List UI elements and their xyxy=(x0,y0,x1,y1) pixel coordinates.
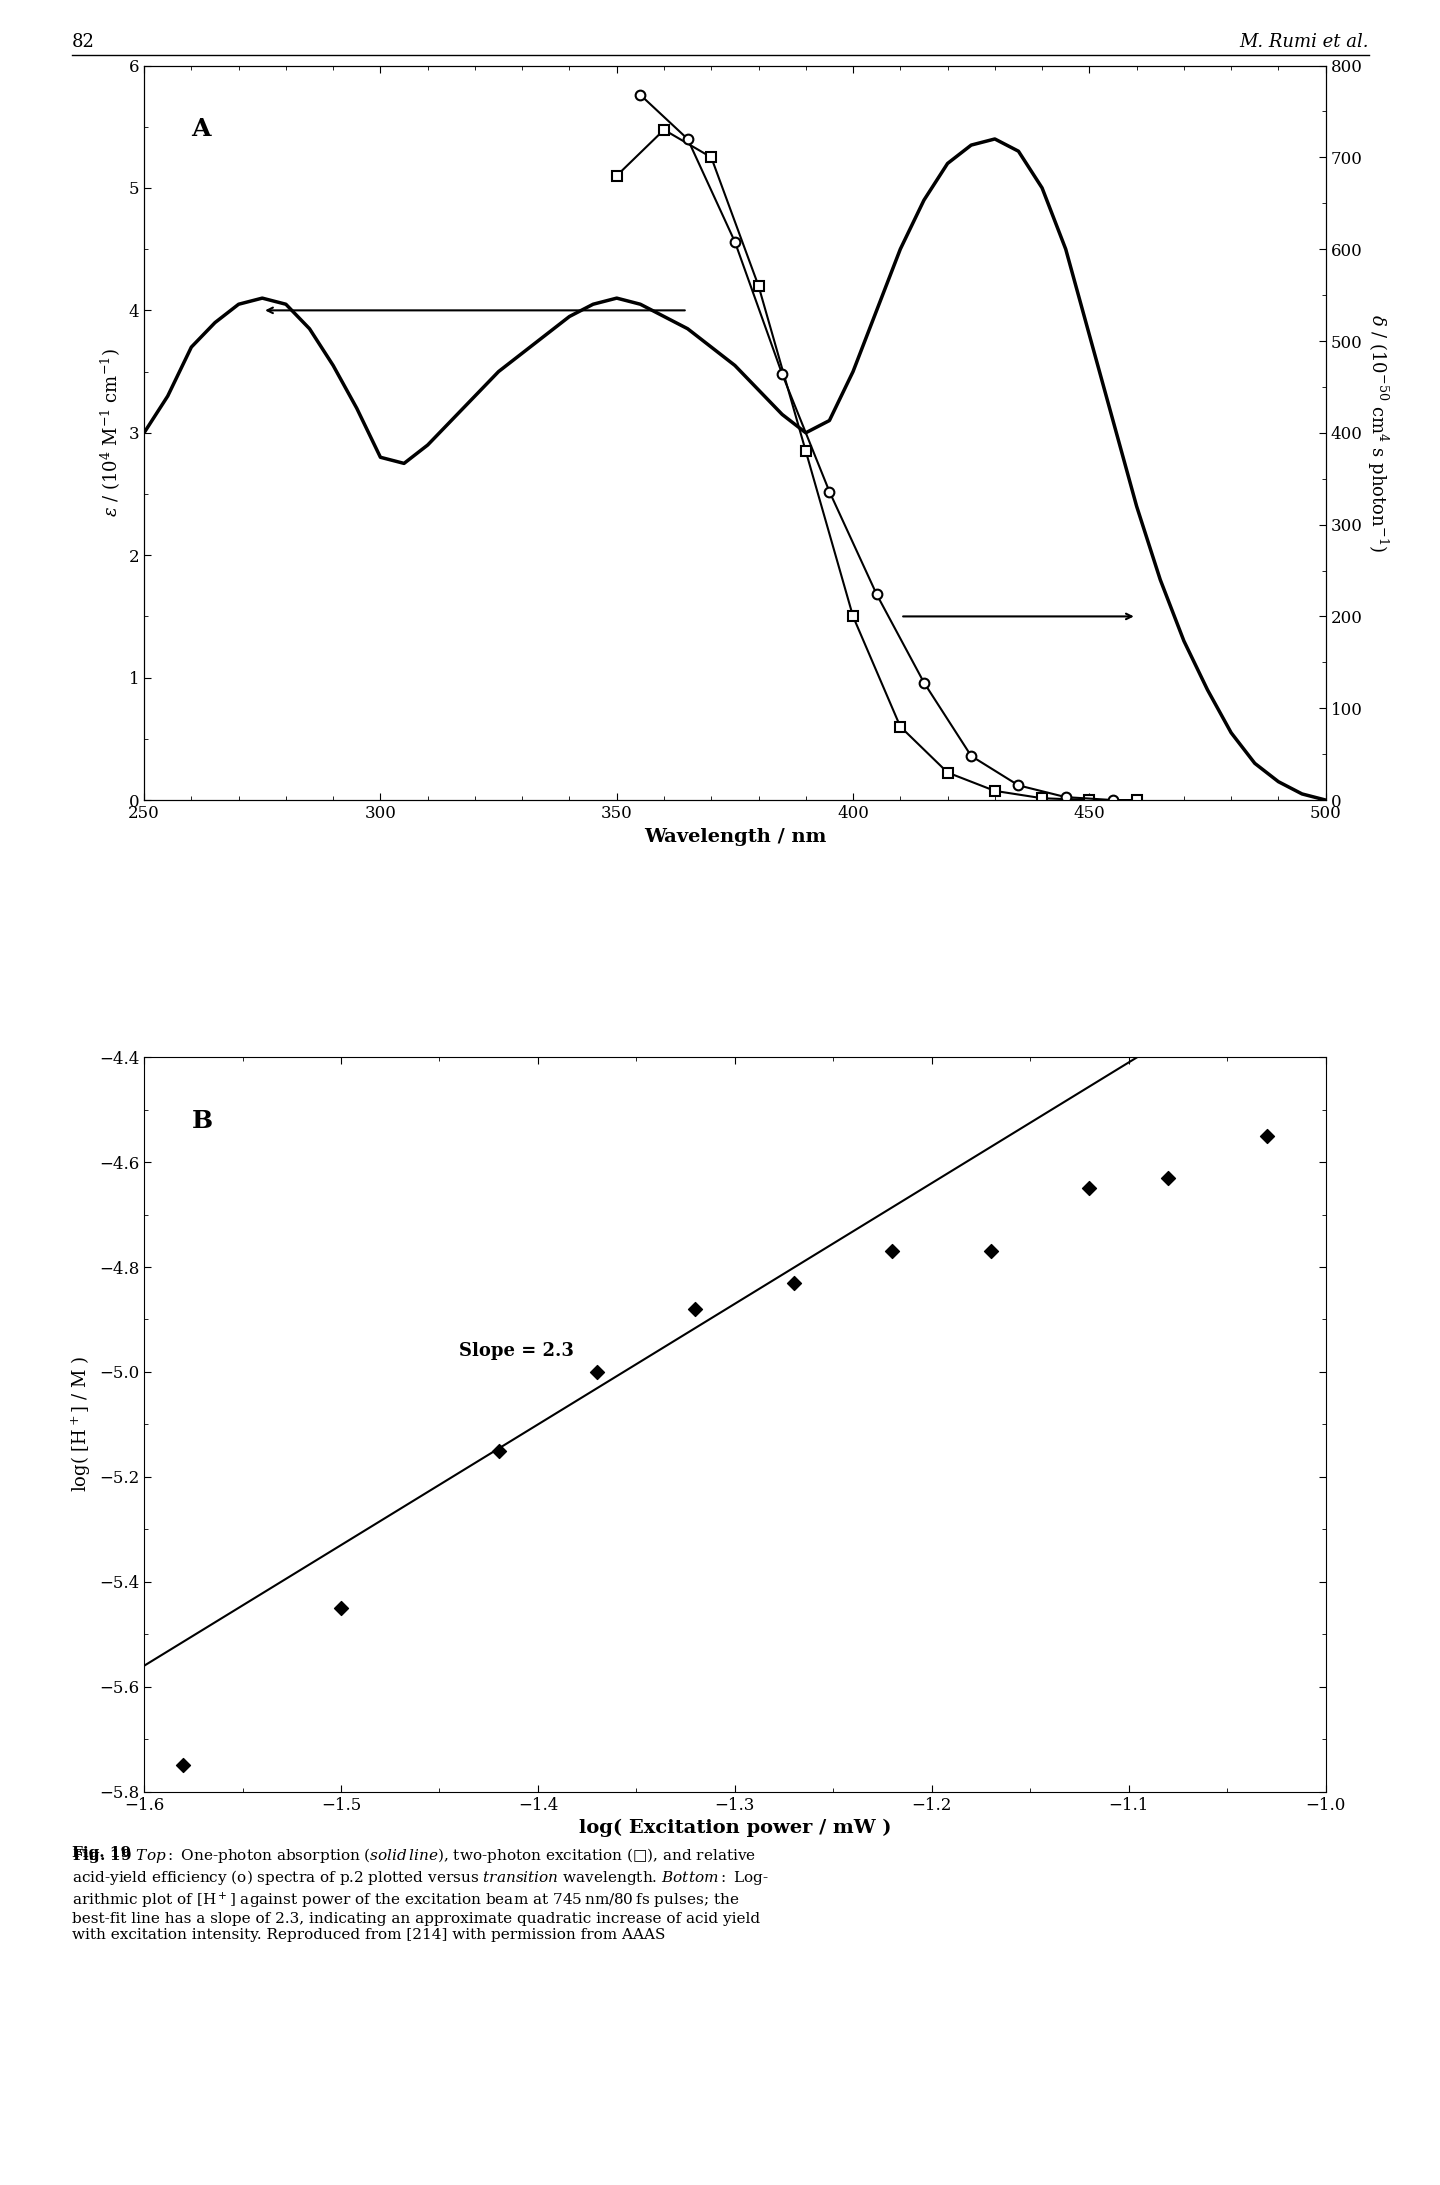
Text: Slope = 2.3: Slope = 2.3 xyxy=(459,1342,573,1361)
X-axis label: log( Excitation power / mW ): log( Excitation power / mW ) xyxy=(579,1820,890,1838)
Point xyxy=(684,1291,707,1326)
Point xyxy=(1254,1119,1277,1154)
Point xyxy=(782,1265,805,1300)
Point xyxy=(880,1235,903,1269)
Text: M. Rumi et al.: M. Rumi et al. xyxy=(1238,33,1368,50)
Text: $\bf{Fig.\,19}$ $\it{Top:}$ One-photon absorption ($\it{solid\,line}$), two-phot: $\bf{Fig.\,19}$ $\it{Top:}$ One-photon a… xyxy=(72,1846,769,1942)
Text: Fig. 19: Fig. 19 xyxy=(72,1846,137,1859)
Y-axis label: $\varepsilon$ / (10$^4$ M$^{-1}$ cm$^{-1}$): $\varepsilon$ / (10$^4$ M$^{-1}$ cm$^{-1… xyxy=(99,347,122,518)
Y-axis label: log( [H$^+$] / M ): log( [H$^+$] / M ) xyxy=(71,1357,94,1492)
Point xyxy=(330,1591,353,1626)
Text: 82: 82 xyxy=(72,33,95,50)
Y-axis label: $\delta$ / (10$^{-50}$ cm$^4$ s photon$^{-1}$): $\delta$ / (10$^{-50}$ cm$^4$ s photon$^… xyxy=(1364,315,1390,553)
Point xyxy=(979,1235,1002,1269)
Text: A: A xyxy=(192,118,210,142)
Point xyxy=(1077,1171,1100,1206)
Text: B: B xyxy=(192,1108,212,1132)
X-axis label: Wavelength / nm: Wavelength / nm xyxy=(644,828,825,846)
Point xyxy=(487,1433,510,1468)
Point xyxy=(585,1355,608,1390)
Point xyxy=(171,1748,194,1783)
Point xyxy=(1156,1160,1179,1195)
